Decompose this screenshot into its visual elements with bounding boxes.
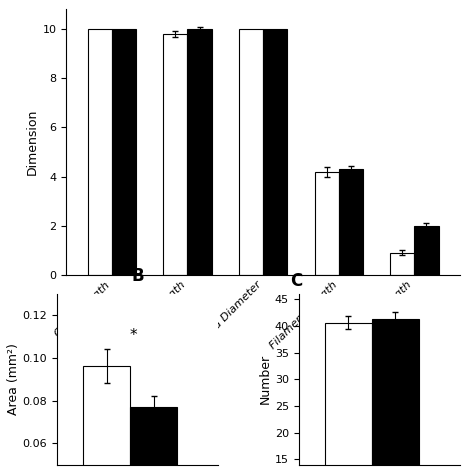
Y-axis label: Area (mm²): Area (mm²) — [7, 343, 19, 415]
Bar — [372, 319, 419, 474]
Bar — [390, 253, 414, 275]
Text: B: B — [131, 267, 144, 285]
Bar — [339, 169, 363, 275]
Text: C: C — [291, 273, 303, 291]
Bar — [325, 323, 372, 474]
Bar — [88, 29, 112, 275]
Text: *: * — [129, 328, 137, 343]
Bar — [112, 29, 136, 275]
Y-axis label: Dimension: Dimension — [26, 109, 38, 175]
Bar — [163, 34, 187, 275]
Bar — [414, 226, 438, 275]
Bar — [130, 407, 177, 474]
Text: *: * — [424, 228, 432, 243]
Bar — [83, 366, 130, 474]
Bar — [187, 29, 211, 275]
Y-axis label: Number: Number — [259, 354, 272, 404]
Bar — [239, 29, 263, 275]
Bar — [315, 172, 339, 275]
Bar — [263, 29, 287, 275]
